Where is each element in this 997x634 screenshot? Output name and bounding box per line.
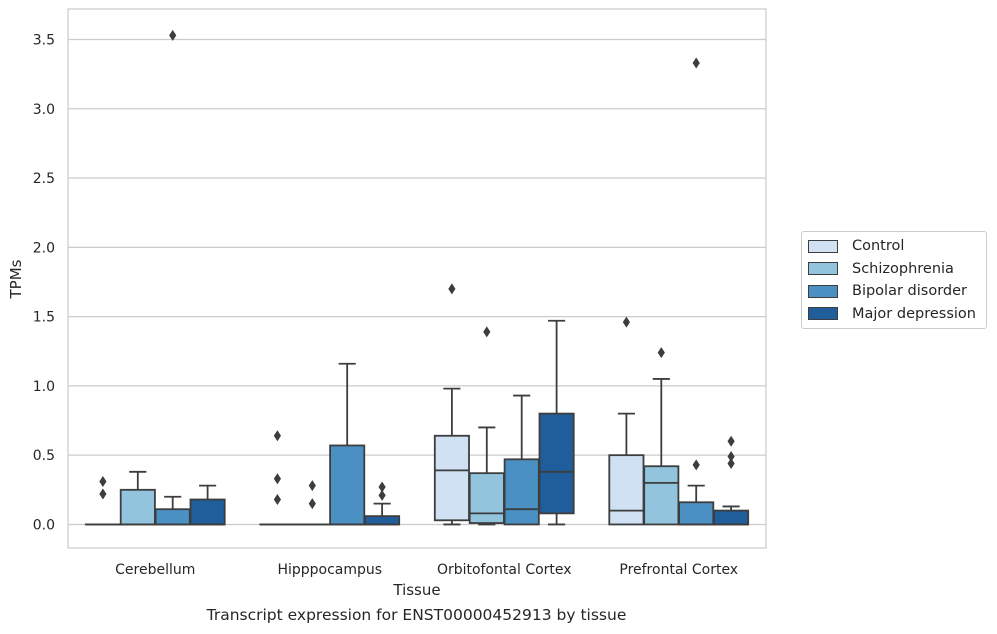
box-control	[84, 475, 121, 526]
box-schizophrenia	[643, 347, 680, 526]
y-tick-label: 3.0	[33, 102, 55, 118]
boxes	[84, 29, 750, 526]
legend-item: Bipolar disorder	[802, 280, 986, 303]
legend-label: Control	[852, 238, 905, 255]
outlier-point	[169, 29, 177, 41]
outlier-point	[448, 283, 456, 295]
outlier-point	[657, 347, 665, 359]
x-tick-label: Orbitofontal Cortex	[437, 562, 572, 578]
outlier-point	[483, 326, 491, 338]
box-body	[119, 488, 156, 526]
outlier-point	[727, 457, 735, 469]
box-body	[503, 458, 540, 526]
box-body	[643, 465, 680, 526]
box-body	[364, 515, 401, 526]
y-tick-label: 3.5	[33, 32, 55, 48]
x-axis-label: Tissue	[392, 581, 440, 599]
box-body	[608, 454, 645, 526]
outlier-point	[308, 480, 316, 492]
y-tick-labels: 0.0 0.5 1.0 1.5 2.0 2.5 3.0 3.5	[33, 32, 55, 533]
box-bipolar-disorder	[678, 57, 715, 526]
box-body	[678, 501, 715, 526]
box-body	[713, 509, 750, 526]
chart-caption: Transcript expression for ENST0000045291…	[206, 606, 627, 624]
box-control	[259, 430, 296, 526]
box-major-depression	[364, 481, 401, 526]
box-body	[329, 444, 366, 526]
x-tick-label: Prefrontal Cortex	[619, 562, 738, 578]
legend-item: Schizophrenia	[802, 258, 986, 281]
box-body	[433, 434, 470, 522]
plot-frame	[67, 8, 767, 549]
outlier-point	[378, 489, 386, 501]
gridlines	[68, 38, 766, 526]
legend-label: Schizophrenia	[852, 260, 954, 277]
legend-label: Major depression	[852, 305, 976, 322]
legend-item: Control	[802, 235, 986, 258]
legend-label: Bipolar disorder	[852, 283, 967, 300]
box-schizophrenia	[294, 480, 331, 526]
outlier-point	[378, 481, 386, 493]
x-tick-label: Cerebellum	[115, 562, 195, 578]
box-schizophrenia	[468, 326, 505, 526]
box-major-depression	[538, 319, 575, 526]
outlier-point	[692, 57, 700, 69]
legend-swatch	[808, 262, 838, 276]
outlier-point	[727, 435, 735, 447]
y-tick-label: 0.0	[33, 517, 55, 533]
box-bipolar-disorder	[329, 362, 366, 526]
outlier-point	[727, 451, 735, 463]
legend-swatch	[808, 284, 838, 298]
legend: Control Schizophrenia Bipolar disorder Majo…	[801, 231, 987, 329]
y-tick-label: 2.5	[33, 171, 55, 187]
legend-swatch	[808, 307, 838, 321]
box-body	[154, 508, 191, 526]
x-tick-label: Hipppocampus	[277, 562, 382, 578]
outlier-point	[308, 498, 316, 510]
box-control	[433, 283, 470, 526]
y-axis-label: TPMs	[7, 259, 25, 299]
outlier-point	[692, 459, 700, 471]
outlier-point	[273, 430, 281, 442]
y-tick-label: 1.5	[33, 310, 55, 326]
box-body	[189, 498, 226, 526]
box-major-depression	[713, 435, 750, 526]
outlier-point	[99, 488, 107, 500]
y-tick-label: 0.5	[33, 448, 55, 464]
box-bipolar-disorder	[154, 29, 191, 526]
box-control	[608, 316, 645, 526]
outlier-point	[273, 473, 281, 485]
y-tick-label: 1.0	[33, 379, 55, 395]
outlier-point	[273, 494, 281, 506]
legend-item: Major depression	[802, 303, 986, 326]
box-body	[538, 412, 575, 515]
outlier-point	[622, 316, 630, 328]
x-tick-labels: Cerebellum Hipppocampus Orbitofontal Corte…	[115, 562, 738, 578]
legend-swatch	[808, 239, 838, 253]
box-body	[468, 472, 505, 524]
box-bipolar-disorder	[503, 394, 540, 526]
box-major-depression	[189, 484, 226, 526]
box-schizophrenia	[119, 470, 156, 526]
outlier-point	[99, 475, 107, 487]
y-tick-label: 2.0	[33, 240, 55, 256]
